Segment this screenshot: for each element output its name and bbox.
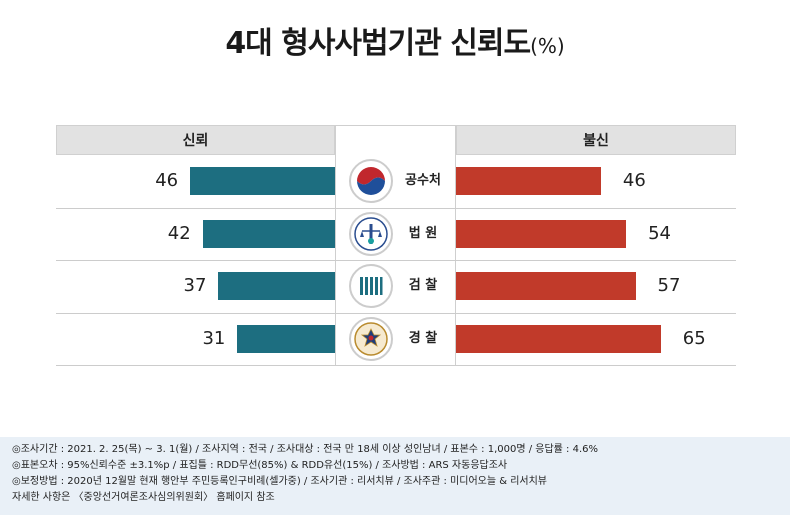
distrust-value-label: 46 bbox=[622, 170, 646, 191]
agency-label: 공수처 bbox=[405, 173, 441, 188]
title-text: 4대 형사사법기관 신뢰도 bbox=[225, 26, 531, 61]
trust-value-label: 31 bbox=[202, 327, 226, 349]
trust-value-label: 37 bbox=[183, 275, 207, 296]
row-divider bbox=[56, 207, 736, 209]
note-line: ◎보정방법 : 2020년 12월말 현재 행안부 주민등록인구비례(셀가중) … bbox=[12, 476, 548, 487]
note-line: ◎표본오차 : 95%신뢰수준 ±3.1%p / 표집틀 : RDD무선(85%… bbox=[12, 460, 508, 471]
agency-label: 경 찰 bbox=[408, 330, 438, 346]
trust-value-label: 42 bbox=[167, 222, 191, 244]
distrust-value-label: 54 bbox=[648, 222, 671, 244]
survey-notes: ◎조사기간 : 2021. 2. 25(목) ~ 3. 1(월) / 조사지역 … bbox=[0, 437, 790, 515]
agency-label: 검 찰 bbox=[408, 278, 438, 293]
agency-label: 법 원 bbox=[408, 225, 438, 241]
distrust-header: 불신 bbox=[456, 125, 736, 155]
row-divider bbox=[56, 260, 736, 261]
distrust-value-label: 57 bbox=[657, 275, 681, 296]
distrust-bar bbox=[456, 324, 661, 353]
distrust-bar bbox=[456, 272, 636, 300]
distrust-bar bbox=[456, 219, 627, 248]
row-divider bbox=[56, 365, 736, 366]
title-unit: (%) bbox=[530, 34, 565, 58]
trust-bar bbox=[237, 324, 335, 353]
trust-bar bbox=[190, 167, 335, 195]
trust-value-label: 46 bbox=[155, 170, 179, 191]
trust-bar bbox=[218, 272, 335, 300]
trust-header: 신뢰 bbox=[56, 125, 335, 155]
court-emblem-icon bbox=[349, 211, 393, 256]
row-divider bbox=[56, 312, 736, 314]
distrust-bar bbox=[456, 167, 601, 195]
note-line: ◎조사기간 : 2021. 2. 25(목) ~ 3. 1(월) / 조사지역 … bbox=[12, 444, 599, 455]
distrust-value-label: 65 bbox=[682, 327, 706, 349]
note-line: 자세한 사항은 〈중앙선거여론조사심의위원회〉 홈페이지 참조 bbox=[12, 492, 275, 503]
trust-bar bbox=[202, 219, 335, 248]
cio-emblem-icon bbox=[349, 159, 393, 203]
chart-title: 4대 형사사법기관 신뢰도(%) bbox=[0, 18, 790, 62]
police-emblem-icon bbox=[349, 316, 393, 361]
prosecution-emblem-icon bbox=[349, 264, 393, 308]
agency-column bbox=[335, 125, 456, 365]
